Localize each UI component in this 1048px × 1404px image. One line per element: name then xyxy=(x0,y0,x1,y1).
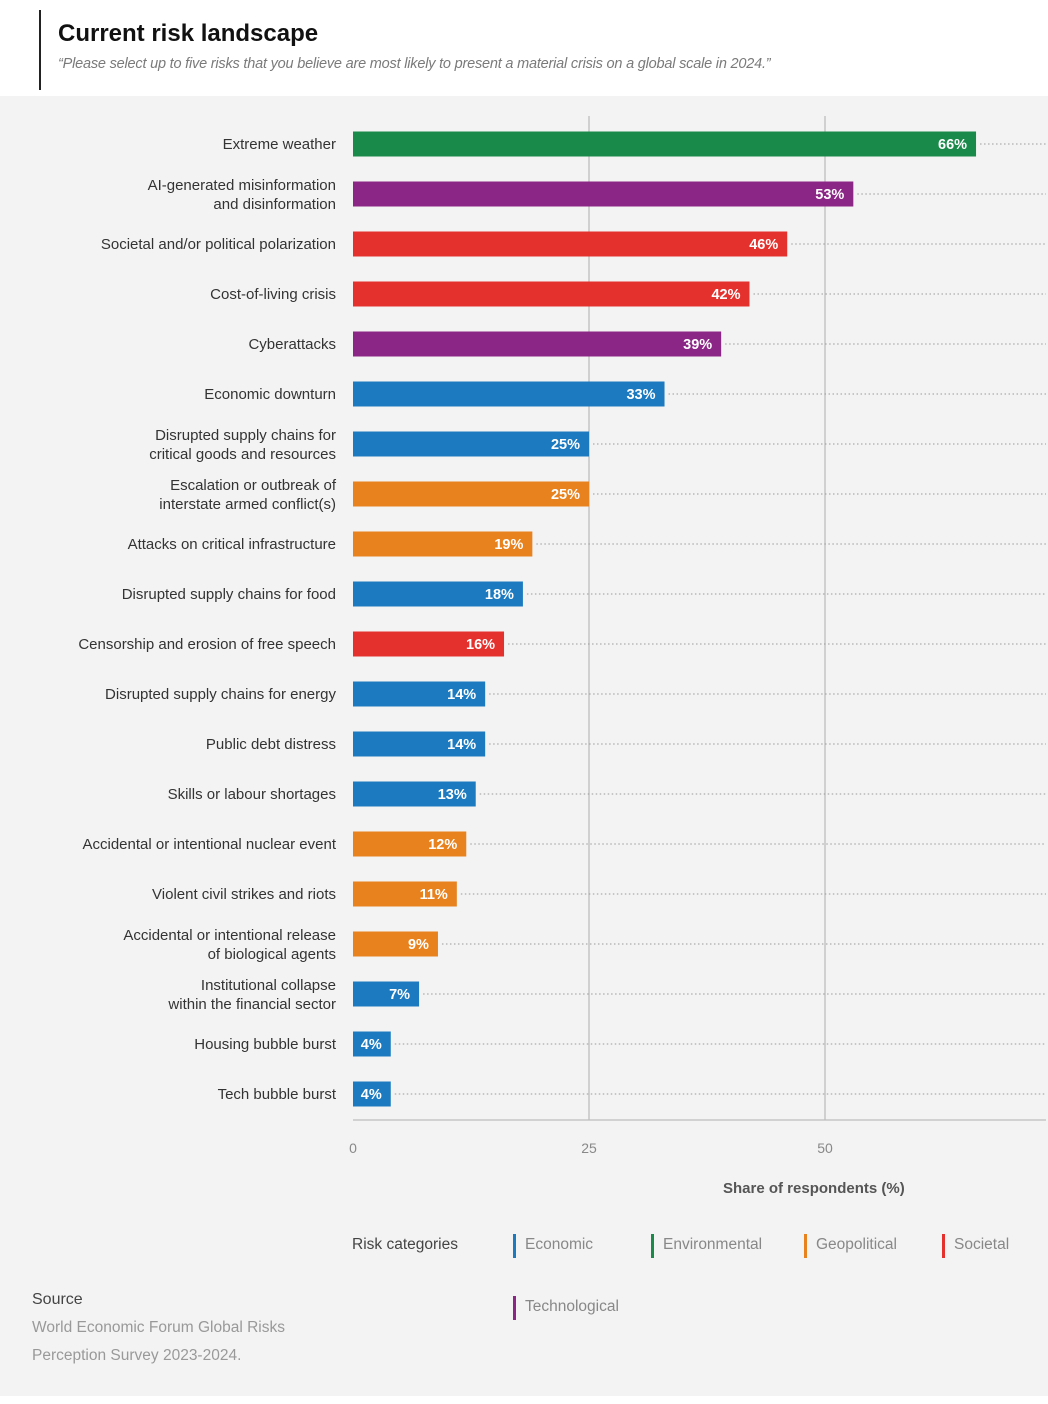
bar-chart: 0 25 50 66% Extreme weather 53% AI-generated m… xyxy=(78,116,1046,1156)
category-label: Societal and/or political polarization xyxy=(101,236,336,253)
category-label: AI-generated misinformation xyxy=(148,177,336,194)
bar-value-label: 11% xyxy=(420,887,448,903)
category-label: Attacks on critical infrastructure xyxy=(128,536,336,553)
bar-value-label: 25% xyxy=(551,487,580,503)
bar-value-label: 39% xyxy=(683,337,712,353)
legend-title: Risk categories xyxy=(352,1236,458,1253)
bar xyxy=(353,881,457,907)
bar xyxy=(353,231,788,257)
bar-value-label: 16% xyxy=(466,637,495,653)
source-text-line1: World Economic Forum Global Risks xyxy=(32,1319,285,1336)
bar-value-label: 14% xyxy=(447,687,476,703)
category-label: Public debt distress xyxy=(206,736,336,753)
category-label: Cyberattacks xyxy=(248,336,336,353)
bar xyxy=(353,681,486,707)
category-label: Extreme weather xyxy=(223,136,336,153)
bar xyxy=(353,531,533,557)
legend-label-environmental: Environmental xyxy=(663,1236,763,1253)
bar xyxy=(353,581,523,607)
bar-value-label: 7% xyxy=(389,987,410,1003)
bar xyxy=(353,1031,391,1057)
bar-value-label: 19% xyxy=(494,537,523,553)
category-label: Skills or labour shortages xyxy=(168,786,336,803)
source-title: Source xyxy=(32,1291,83,1308)
bar-value-label: 46% xyxy=(749,237,778,253)
category-label: Accidental or intentional release xyxy=(123,927,336,944)
bar xyxy=(353,281,750,307)
category-label: critical goods and resources xyxy=(149,446,336,463)
chart-header: Current risk landscape “Please select up… xyxy=(0,0,1048,96)
bar-value-label: 12% xyxy=(428,837,457,853)
bar xyxy=(353,181,854,207)
category-label: Institutional collapse xyxy=(201,977,336,994)
category-label: Violent civil strikes and riots xyxy=(152,886,336,903)
header-rule xyxy=(39,10,41,90)
chart-title: Current risk landscape xyxy=(58,20,319,47)
source-text-line2: Perception Survey 2023-2024. xyxy=(32,1347,242,1364)
bar-value-label: 4% xyxy=(361,1037,382,1053)
legend-swatch-technological xyxy=(513,1296,516,1320)
bar-value-label: 13% xyxy=(438,787,467,803)
bar xyxy=(353,631,505,657)
category-label: Cost-of-living crisis xyxy=(210,286,336,303)
chart-subtitle: “Please select up to five risks that you… xyxy=(58,56,771,72)
bar xyxy=(353,931,438,957)
chart-panel: 0 25 50 66% Extreme weather 53% AI-generated m… xyxy=(0,96,1048,1396)
legend-swatch-societal xyxy=(942,1234,945,1258)
bar-value-label: 42% xyxy=(711,287,740,303)
bar xyxy=(353,781,476,807)
category-label: Censorship and erosion of free speech xyxy=(78,636,336,653)
x-tick-label: 0 xyxy=(349,1140,357,1156)
category-label: within the financial sector xyxy=(167,996,336,1013)
legend-label-geopolitical: Geopolitical xyxy=(816,1236,897,1253)
x-tick-label: 25 xyxy=(581,1140,597,1156)
bar xyxy=(353,1081,391,1107)
x-axis-label: Share of respondents (%) xyxy=(723,1180,905,1197)
bar xyxy=(353,981,420,1007)
legend-swatch-environmental xyxy=(651,1234,654,1258)
bar-value-label: 4% xyxy=(361,1087,382,1103)
bar xyxy=(353,131,977,157)
bar xyxy=(353,481,589,507)
legend-swatch-economic xyxy=(513,1234,516,1258)
category-label: interstate armed conflict(s) xyxy=(159,496,336,513)
category-label: Disrupted supply chains for xyxy=(155,427,336,444)
legend-label-economic: Economic xyxy=(525,1236,594,1253)
bar-value-label: 66% xyxy=(938,137,967,153)
category-label: Escalation or outbreak of xyxy=(170,477,337,494)
legend-swatch-geopolitical xyxy=(804,1234,807,1258)
bar xyxy=(353,831,467,857)
bar-value-label: 9% xyxy=(408,937,429,953)
bar-value-label: 33% xyxy=(626,387,655,403)
category-label: Accidental or intentional nuclear event xyxy=(83,836,337,853)
bar xyxy=(353,431,589,457)
category-label: of biological agents xyxy=(208,946,336,963)
bar-value-label: 18% xyxy=(485,587,514,603)
bar-value-label: 14% xyxy=(447,737,476,753)
bar-value-label: 53% xyxy=(815,187,844,203)
category-label: and disinformation xyxy=(213,196,336,213)
bar xyxy=(353,381,665,407)
category-label: Disrupted supply chains for energy xyxy=(105,686,336,703)
category-label: Economic downturn xyxy=(204,386,336,403)
category-label: Tech bubble burst xyxy=(218,1086,337,1103)
bar xyxy=(353,731,486,757)
bar xyxy=(353,331,722,357)
category-label: Housing bubble burst xyxy=(194,1036,337,1053)
category-label: Disrupted supply chains for food xyxy=(122,586,336,603)
bar-value-label: 25% xyxy=(551,437,580,453)
legend-label-societal: Societal xyxy=(954,1236,1010,1253)
x-tick-label: 50 xyxy=(817,1140,833,1156)
legend-label-technological: Technological xyxy=(525,1298,619,1315)
